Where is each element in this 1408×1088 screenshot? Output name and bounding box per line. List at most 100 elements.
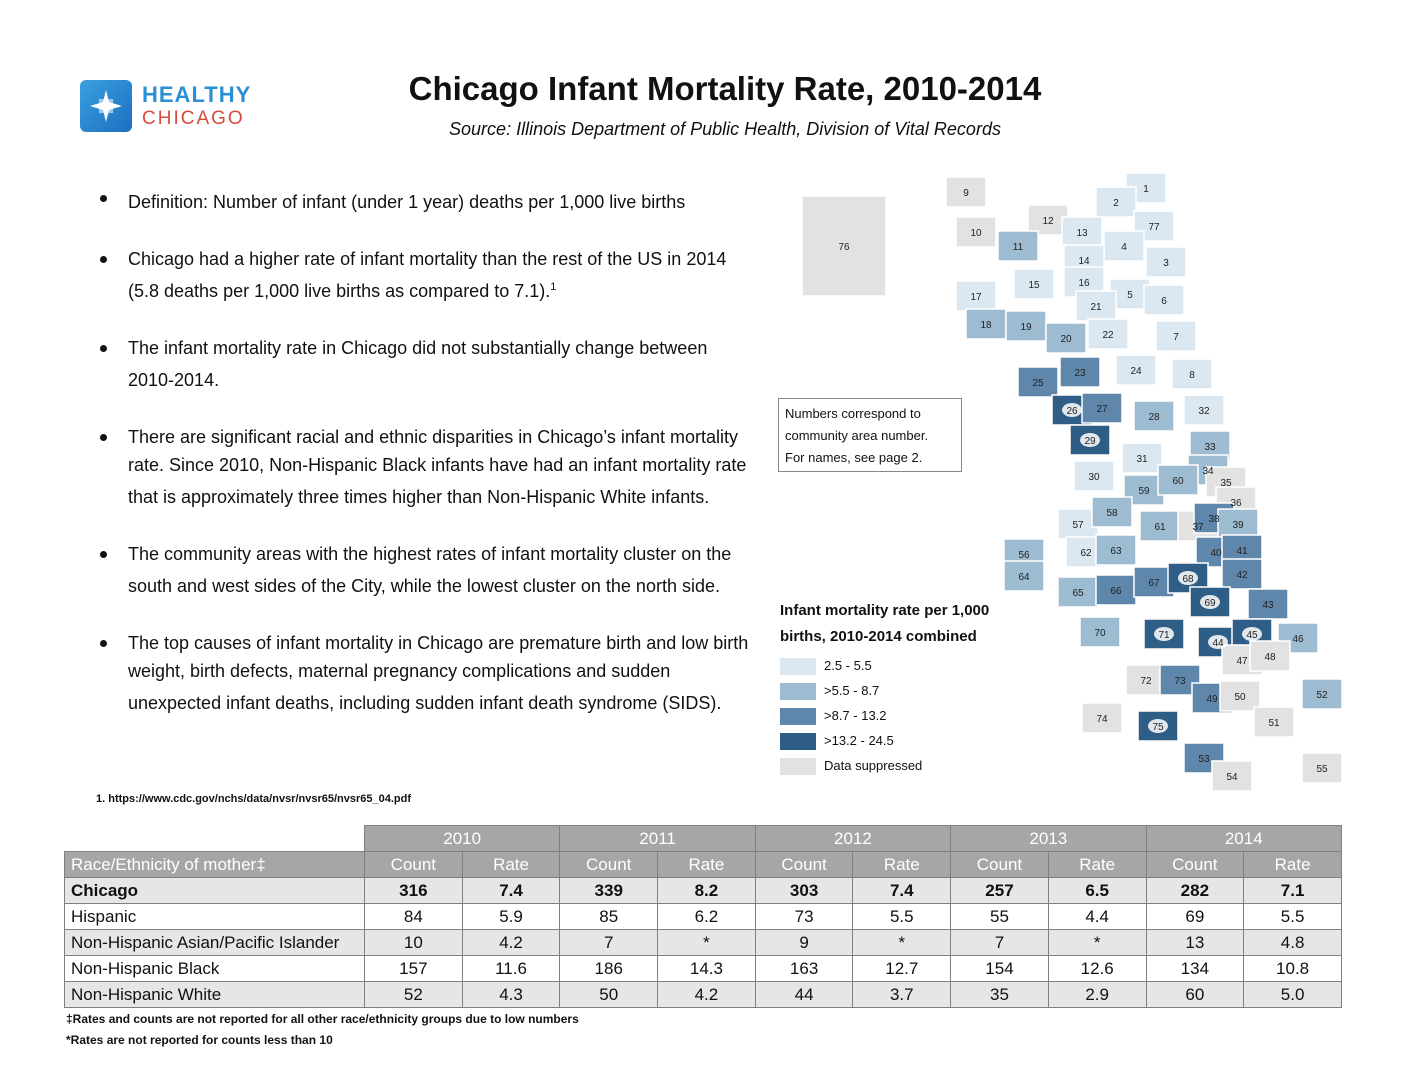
community-area-32 bbox=[1183, 394, 1225, 426]
area-number-label: 11 bbox=[1013, 242, 1024, 253]
area-number-label: 36 bbox=[1230, 498, 1242, 509]
area-number-label: 19 bbox=[1020, 322, 1032, 333]
area-number-label: 2 bbox=[1113, 198, 1119, 209]
map-note-line: For names, see page 2. bbox=[785, 450, 923, 465]
table-cell: 4.3 bbox=[461, 981, 561, 1008]
legend-item: 2.5 - 5.5 bbox=[780, 654, 1040, 679]
table-cell: 50 bbox=[559, 981, 659, 1008]
area-number-label: 68 bbox=[1182, 574, 1194, 585]
column-header: Count bbox=[1145, 851, 1245, 878]
area-number-label: 51 bbox=[1268, 718, 1280, 729]
table-cell: * bbox=[1047, 929, 1147, 956]
area-number-label: 63 bbox=[1110, 546, 1122, 557]
area-label-bg bbox=[1062, 403, 1082, 417]
year-header: 2010 bbox=[363, 825, 561, 852]
community-area-64 bbox=[1003, 560, 1045, 592]
table-cell: 4.2 bbox=[657, 981, 756, 1008]
table-cell: 3.7 bbox=[852, 981, 952, 1008]
legend-item: >8.7 - 13.2 bbox=[780, 704, 1040, 729]
column-header: Rate bbox=[461, 851, 561, 878]
area-number-label: 40 bbox=[1210, 548, 1222, 559]
community-area-10 bbox=[955, 216, 997, 248]
community-area-13 bbox=[1061, 216, 1103, 248]
bullet-item: The top causes of infant mortality in Ch… bbox=[96, 629, 756, 717]
area-number-label: 26 bbox=[1066, 406, 1078, 417]
bullet-item: The infant mortality rate in Chicago did… bbox=[96, 334, 756, 394]
area-number-label: 10 bbox=[970, 228, 982, 239]
bullet-text: Definition: Number of infant (under 1 ye… bbox=[128, 192, 686, 212]
community-area-11 bbox=[997, 230, 1039, 262]
area-number-label: 46 bbox=[1292, 634, 1304, 645]
legend-label: 2.5 - 5.5 bbox=[824, 658, 872, 673]
area-number-label: 53 bbox=[1198, 754, 1210, 765]
area-number-label: 37 bbox=[1192, 522, 1204, 533]
area-number-label: 29 bbox=[1084, 436, 1096, 447]
row-label: Non-Hispanic Asian/Pacific Islander bbox=[64, 929, 365, 956]
table-cell: 6.2 bbox=[657, 903, 756, 930]
table-cell: 7 bbox=[559, 929, 659, 956]
table-cell: 134 bbox=[1145, 955, 1245, 982]
community-area-23 bbox=[1059, 356, 1101, 388]
area-number-label: 66 bbox=[1110, 586, 1122, 597]
area-number-label: 49 bbox=[1206, 694, 1218, 705]
row-label: Chicago bbox=[64, 877, 365, 904]
year-header: 2011 bbox=[559, 825, 756, 852]
table-cell: 7.1 bbox=[1243, 877, 1342, 904]
community-area-71 bbox=[1143, 618, 1185, 650]
area-number-label: 5 bbox=[1127, 290, 1133, 301]
source-footnote: 1. https://www.cdc.gov/nchs/data/nvsr/nv… bbox=[96, 793, 412, 805]
table-cell: 11.6 bbox=[461, 955, 561, 982]
legend-title-line: Infant mortality rate per 1,000 bbox=[780, 602, 990, 619]
table-cell: 7 bbox=[950, 929, 1049, 956]
column-header: Rate bbox=[852, 851, 952, 878]
area-number-label: 61 bbox=[1154, 522, 1166, 533]
area-number-label: 25 bbox=[1032, 378, 1044, 389]
area-number-label: 39 bbox=[1232, 520, 1244, 531]
table-cell: 303 bbox=[754, 877, 854, 904]
legend-swatch bbox=[780, 708, 816, 725]
community-area-27 bbox=[1081, 392, 1123, 424]
table-cell: 73 bbox=[754, 903, 854, 930]
healthy-chicago-logo: HEALTHY CHICAGO bbox=[80, 80, 280, 132]
community-area-52 bbox=[1301, 678, 1343, 710]
table-cell: 35 bbox=[950, 981, 1049, 1008]
area-label-bg bbox=[1148, 719, 1168, 733]
area-number-label: 55 bbox=[1316, 764, 1328, 775]
table-row: Chicago 316 7.4 339 8.2 303 7.4 257 6.5 282 7… bbox=[64, 877, 1342, 904]
area-number-label: 16 bbox=[1078, 278, 1090, 289]
row-label: Non-Hispanic White bbox=[64, 981, 365, 1008]
community-area-60 bbox=[1157, 464, 1199, 496]
area-number-label: 76 bbox=[838, 242, 850, 253]
bullet-item: Chicago had a higher rate of infant mort… bbox=[96, 245, 756, 305]
community-area-63 bbox=[1095, 534, 1137, 566]
community-area-4 bbox=[1103, 230, 1145, 262]
community-area-22 bbox=[1087, 318, 1129, 350]
area-number-label: 65 bbox=[1072, 588, 1084, 599]
area-number-label: 69 bbox=[1204, 598, 1216, 609]
table-cell: 14.3 bbox=[657, 955, 756, 982]
community-area-25 bbox=[1017, 366, 1059, 398]
table-cell: 163 bbox=[754, 955, 854, 982]
table-cell: 339 bbox=[559, 877, 659, 904]
area-number-label: 8 bbox=[1189, 370, 1195, 381]
bullet-text: The infant mortality rate in Chicago did… bbox=[128, 338, 708, 390]
table-cell: 7.4 bbox=[461, 877, 561, 904]
map-note-line: Numbers correspond to bbox=[785, 406, 921, 421]
table-footnote: *Rates are not reported for counts less … bbox=[66, 1033, 333, 1047]
community-area-7 bbox=[1155, 320, 1197, 352]
bullet-text: There are significant racial and ethnic … bbox=[128, 427, 747, 507]
area-number-label: 1 bbox=[1143, 184, 1149, 195]
area-number-label: 77 bbox=[1148, 222, 1160, 233]
community-area-2 bbox=[1095, 186, 1137, 218]
table-row: Hispanic 84 5.9 85 6.2 73 5.5 55 4.4 69 5.5 bbox=[64, 903, 1342, 930]
bullet-item: The community areas with the highest rat… bbox=[96, 540, 756, 600]
table-cell: * bbox=[852, 929, 952, 956]
legend-swatch bbox=[780, 683, 816, 700]
star-icon bbox=[80, 80, 132, 132]
table-cell: 5.5 bbox=[852, 903, 952, 930]
row-label: Hispanic bbox=[64, 903, 365, 930]
area-number-label: 27 bbox=[1096, 404, 1108, 415]
column-header: Rate bbox=[657, 851, 756, 878]
